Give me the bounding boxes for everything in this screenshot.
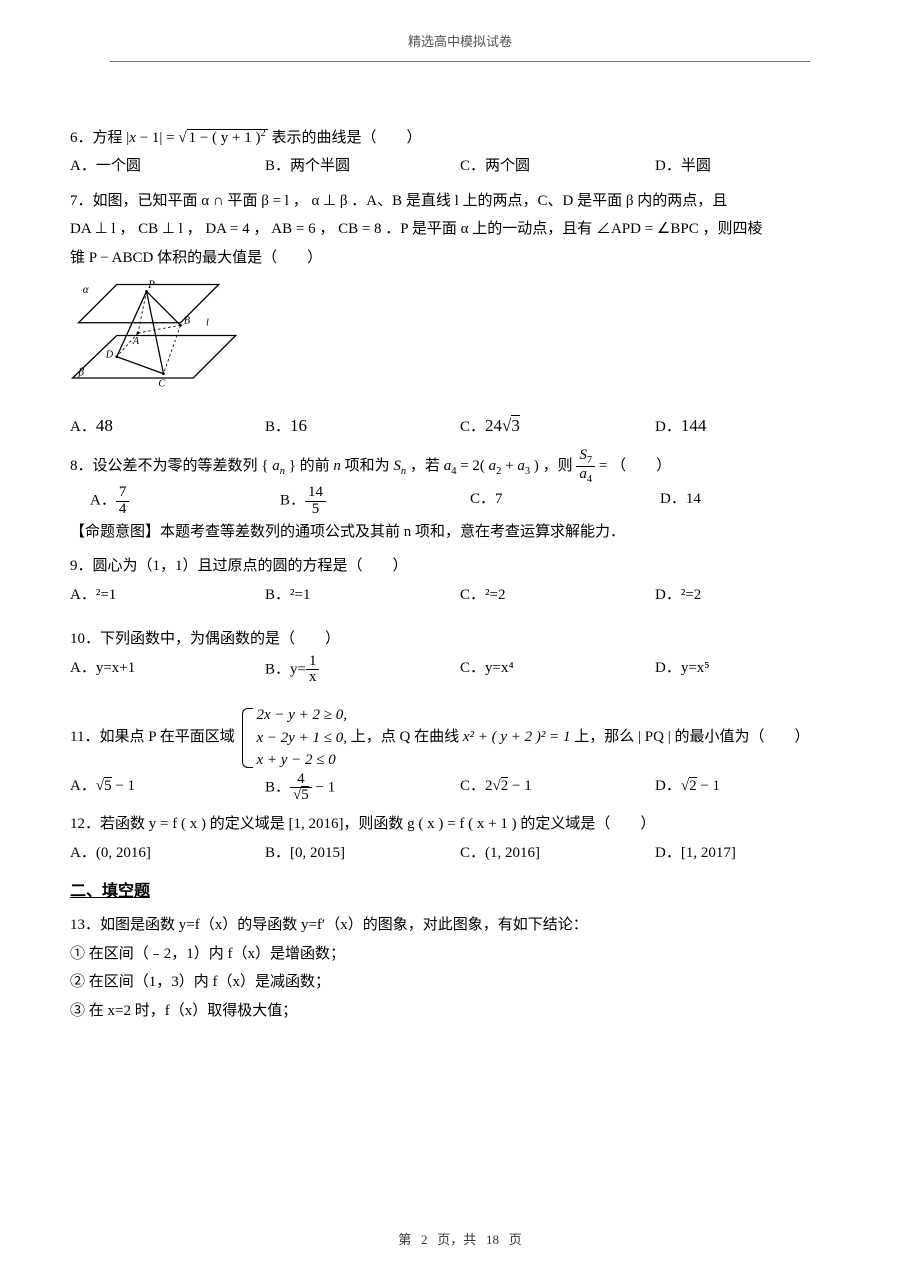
q7-line2: DA ⊥ l ， CB ⊥ l ， DA = 4 ， AB = 6 ， CB =… [70,215,850,244]
footer-prefix: 第 [398,1232,411,1247]
question-13: 13．如图是函数 y=f（x）的导函数 y=f′（x）的图象，对此图象，有如下结… [70,911,850,1025]
q10-option-c: C．y=x⁴ [460,654,655,687]
lbl-d: D [105,350,114,361]
lbl-beta: β [78,367,85,379]
lbl-p: P [147,279,155,291]
q9-option-c: C．²=2 [460,581,655,610]
q8-option-b: B．145 [280,485,470,518]
q9-options: A．²=1 B．²=1 C．²=2 D．²=2 [70,581,850,610]
question-7: 7．如图，已知平面 α ∩ 平面 β = l ， α ⊥ β ．A、B 是直线 … [70,187,850,442]
q6-stem-c: − 1| = [136,130,178,146]
q7-options: A．48 B．16 C．24√3 D．144 [70,410,850,442]
q11-options: A．√5 − 1 B．4√5 − 1 C．2√2 − 1 D．√2 − 1 [70,772,850,805]
q9-option-a: A．²=1 [70,581,265,610]
q13-l2: ① 在区间（﹣2，1）内 f（x）是增函数； [70,940,850,969]
lbl-alpha: α [83,284,89,296]
header-rule [110,61,810,62]
header-text: 精选高中模拟试卷 [408,34,512,49]
q8-note: 【命题意图】本题考查等差数列的通项公式及其前 n 项和，意在考查运算求解能力． [70,518,850,547]
question-9: 9．圆心为（1，1）且过原点的圆的方程是（ ） A．²=1 B．²=1 C．²=… [70,552,850,609]
q12-option-a: A．(0, 2016] [70,839,265,868]
q6-option-d: D．半圆 [655,152,850,181]
header: 精选高中模拟试卷 [70,30,850,64]
q6-var-x: x [129,130,136,146]
q11-option-c: C．2√2 − 1 [460,772,655,805]
footer-mid: 页，共 [437,1232,476,1247]
q8-option-d: D．14 [660,485,850,518]
q9-stem: 9．圆心为（1，1）且过原点的圆的方程是（ ） [70,552,850,581]
q12-option-d: D．[1, 2017] [655,839,850,868]
q6-stem-a: 6．方程 | [70,130,129,146]
q7-line3: 锥 P − ABCD 体积的最大值是（ ） [70,244,850,273]
q13-l3: ② 在区间（1，3）内 f（x）是减函数； [70,968,850,997]
q11-option-d: D．√2 − 1 [655,772,850,805]
question-6: 6．方程 |x − 1| = √1 − ( y + 1 )2 表示的曲线是（ ）… [70,124,850,181]
question-11: 11．如果点 P 在平面区域 2x − y + 2 ≥ 0, x − 2y + … [70,704,850,804]
q7-option-c: C．24√3 [460,410,655,442]
q8-option-a: A．74 [90,485,280,518]
q7-option-a: A．48 [70,410,265,442]
lbl-l: l [206,317,209,328]
q8-stem: 8．设公差不为零的等差数列 { an } 的前 n 项和为 Sn ，若 a4 =… [70,448,850,485]
footer-page: 2 [421,1232,428,1247]
q8-option-c: C．7 [470,485,660,518]
q12-option-c: C．(1, 2016] [460,839,655,868]
footer-total: 18 [486,1232,499,1247]
lbl-b: B [184,316,190,327]
question-12: 12．若函数 y = f ( x ) 的定义域是 [1, 2016]，则函数 g… [70,810,850,867]
q8-options: A．74 B．145 C．7 D．14 [70,485,850,518]
q9-option-d: D．²=2 [655,581,850,610]
q7-option-d: D．144 [655,410,850,442]
q10-stem: 10．下列函数中，为偶函数的是（ ） [70,625,850,654]
q7-option-b: B．16 [265,410,460,442]
lbl-c: C [158,379,165,390]
footer: 第 2 页，共 18 页 [0,1228,920,1253]
q10-options: A．y=x+1 B．y=1x C．y=x⁴ D．y=x⁵ [70,654,850,687]
q13-l1: 13．如图是函数 y=f（x）的导函数 y=f′（x）的图象，对此图象，有如下结… [70,911,850,940]
q6-options: A．一个圆 B．两个半圆 C．两个圆 D．半圆 [70,152,850,181]
q6-sqrt: √1 − ( y + 1 )2 [178,129,267,146]
q10-option-b: B．y=1x [265,654,460,687]
lbl-a: A [132,336,140,347]
footer-suffix: 页 [509,1232,522,1247]
q11-option-a: A．√5 − 1 [70,772,265,805]
question-8: 8．设公差不为零的等差数列 { an } 的前 n 项和为 Sn ，若 a4 =… [70,448,850,546]
q12-options: A．(0, 2016] B．[0, 2015] C．(1, 2016] D．[1… [70,839,850,868]
q6-sqrt-inner: 1 − ( y + 1 )2 [187,129,268,146]
q8-fraction: S7 a4 [576,448,595,485]
q11-stem: 11．如果点 P 在平面区域 2x − y + 2 ≥ 0, x − 2y + … [70,704,850,772]
q6-option-b: B．两个半圆 [265,152,460,181]
q13-l4: ③ 在 x=2 时，f（x）取得极大值； [70,997,850,1026]
section-2-title: 二、填空题 [70,877,850,907]
q9-option-b: B．²=1 [265,581,460,610]
q7-figure: α β P A B l D C [70,276,240,395]
q10-option-d: D．y=x⁵ [655,654,850,687]
q11-option-b: B．4√5 − 1 [265,772,460,805]
q6-option-a: A．一个圆 [70,152,265,181]
q7-line1: 7．如图，已知平面 α ∩ 平面 β = l ， α ⊥ β ．A、B 是直线 … [70,187,850,216]
q6-option-c: C．两个圆 [460,152,655,181]
q11-system: 2x − y + 2 ≥ 0, x − 2y + 1 ≤ 0, x + y − … [238,704,347,772]
q12-stem: 12．若函数 y = f ( x ) 的定义域是 [1, 2016]，则函数 g… [70,810,850,839]
q6-stem-d: 表示的曲线是（ ） [268,130,422,146]
question-10: 10．下列函数中，为偶函数的是（ ） A．y=x+1 B．y=1x C．y=x⁴… [70,625,850,686]
q10-option-a: A．y=x+1 [70,654,265,687]
q12-option-b: B．[0, 2015] [265,839,460,868]
